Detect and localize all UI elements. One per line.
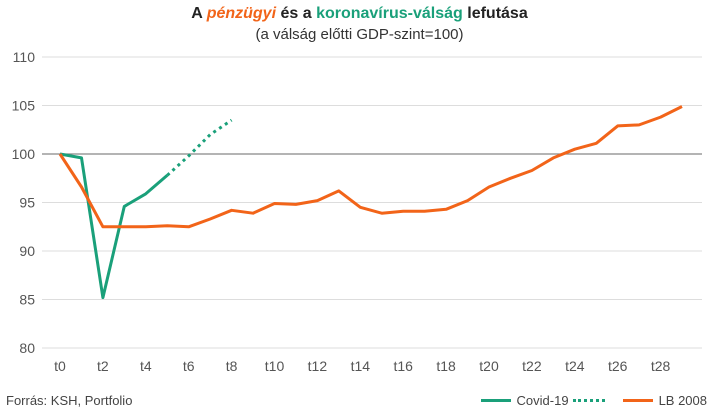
source-note: Forrás: KSH, Portfolio: [6, 393, 133, 408]
title-word-covid: koronavírus-válság: [316, 5, 463, 22]
title-word-financial: pénzügyi: [206, 5, 277, 22]
series-lb2008-line: [58, 105, 683, 229]
x-tick-label: t0: [54, 358, 66, 374]
y-tick-label: 80: [19, 340, 35, 356]
x-tick-label: t20: [479, 358, 499, 374]
x-tick-label: t18: [436, 358, 456, 374]
y-tick-label: 95: [19, 195, 35, 211]
legend-item-covid: Covid-19: [480, 393, 613, 408]
legend-lb2008-label: LB 2008: [658, 393, 707, 408]
legend-lb2008-line-swatch: [622, 399, 653, 402]
legend-covid-line-swatch: [480, 399, 511, 402]
x-tick-label: t4: [140, 358, 152, 374]
x-tick-label: t16: [393, 358, 413, 374]
series-covid-line: [59, 152, 169, 300]
chart-subtitle: (a válság előtti GDP-szint=100): [255, 26, 464, 43]
title-part2: és a: [276, 5, 317, 22]
x-tick-label: t24: [565, 358, 585, 374]
y-tick-label: 105: [12, 98, 36, 114]
title-part1: A: [191, 5, 207, 22]
y-tick-label: 90: [19, 243, 35, 259]
x-tick-label: t8: [226, 358, 238, 374]
line-chart: 80 85 90 95 100 105 110 t0 t2 t4 t6 t8 t10 t12 t14 t16 t…: [12, 49, 702, 374]
series-covid-forecast-line: [166, 118, 233, 177]
x-tick-label: t22: [522, 358, 542, 374]
x-tick-label: t14: [351, 358, 371, 374]
chart-legend: Covid-19 LB 2008: [471, 393, 707, 408]
x-tick-label: t2: [97, 358, 109, 374]
x-tick-label: t6: [183, 358, 195, 374]
x-tick-label: t10: [265, 358, 285, 374]
x-tick-label: t28: [651, 358, 671, 374]
legend-item-lb2008: LB 2008: [622, 393, 707, 408]
legend-covid-dotted-swatch: [572, 399, 605, 402]
y-tick-label: 110: [13, 49, 36, 65]
x-tick-label: t26: [608, 358, 628, 374]
x-tick-label: t12: [308, 358, 328, 374]
chart-title: A pénzügyi és a koronavírus-válság lefut…: [0, 4, 719, 24]
legend-covid-label: Covid-19: [516, 393, 569, 408]
y-tick-label: 100: [12, 146, 36, 162]
title-part3: lefutása: [462, 5, 528, 22]
y-tick-label: 85: [19, 292, 35, 308]
